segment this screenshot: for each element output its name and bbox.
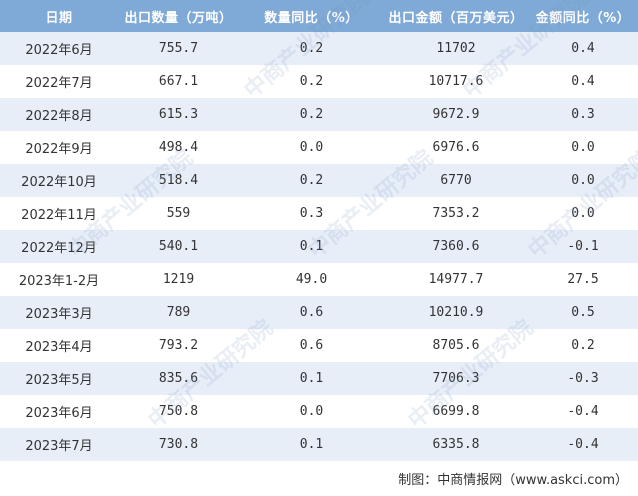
cell-date: 2022年12月 xyxy=(0,230,118,263)
cell-export-volume: 793.2 xyxy=(118,329,239,362)
cell-volume-yoy: 0.2 xyxy=(239,98,384,131)
cell-volume-yoy: 0.1 xyxy=(239,362,384,395)
cell-export-value: 9672.9 xyxy=(384,98,528,131)
cell-date: 2022年8月 xyxy=(0,98,118,131)
cell-export-value: 8705.6 xyxy=(384,329,528,362)
table-row: 2022年10月 518.4 0.2 6770 0.0 xyxy=(0,164,638,197)
cell-date: 2023年1-2月 xyxy=(0,263,118,296)
table-row: 2022年12月 540.1 0.1 7360.6 -0.1 xyxy=(0,230,638,263)
cell-export-volume: 518.4 xyxy=(118,164,239,197)
cell-export-volume: 615.3 xyxy=(118,98,239,131)
cell-export-volume: 667.1 xyxy=(118,65,239,98)
header-export-volume: 出口数量（万吨） xyxy=(118,0,239,32)
cell-export-value: 7706.3 xyxy=(384,362,528,395)
cell-export-volume: 540.1 xyxy=(118,230,239,263)
cell-value-yoy: 27.5 xyxy=(528,263,638,296)
table-row: 2022年8月 615.3 0.2 9672.9 0.3 xyxy=(0,98,638,131)
cell-value-yoy: -0.4 xyxy=(528,428,638,461)
cell-volume-yoy: 0.2 xyxy=(239,32,384,65)
cell-date: 2022年10月 xyxy=(0,164,118,197)
cell-date: 2022年11月 xyxy=(0,197,118,230)
table-row: 2023年7月 730.8 0.1 6335.8 -0.4 xyxy=(0,428,638,461)
header-value-yoy: 金额同比（%） xyxy=(528,0,638,32)
cell-date: 2023年6月 xyxy=(0,395,118,428)
cell-export-volume: 755.7 xyxy=(118,32,239,65)
cell-volume-yoy: 0.2 xyxy=(239,65,384,98)
cell-volume-yoy: 0.1 xyxy=(239,230,384,263)
cell-date: 2023年7月 xyxy=(0,428,118,461)
header-volume-yoy: 数量同比（%） xyxy=(239,0,384,32)
cell-value-yoy: 0.5 xyxy=(528,296,638,329)
table-row: 2023年3月 789 0.6 10210.9 0.5 xyxy=(0,296,638,329)
cell-export-volume: 789 xyxy=(118,296,239,329)
cell-date: 2023年3月 xyxy=(0,296,118,329)
cell-value-yoy: 0.0 xyxy=(528,164,638,197)
cell-volume-yoy: 0.6 xyxy=(239,296,384,329)
cell-value-yoy: -0.3 xyxy=(528,362,638,395)
cell-volume-yoy: 0.0 xyxy=(239,395,384,428)
table-row: 2023年1-2月 1219 49.0 14977.7 27.5 xyxy=(0,263,638,296)
cell-volume-yoy: 0.6 xyxy=(239,329,384,362)
header-date: 日期 xyxy=(0,0,118,32)
cell-export-value: 10210.9 xyxy=(384,296,528,329)
cell-export-value: 6976.6 xyxy=(384,131,528,164)
cell-date: 2023年5月 xyxy=(0,362,118,395)
cell-export-volume: 750.8 xyxy=(118,395,239,428)
cell-value-yoy: 0.0 xyxy=(528,131,638,164)
cell-volume-yoy: 0.3 xyxy=(239,197,384,230)
cell-export-value: 6699.8 xyxy=(384,395,528,428)
cell-export-volume: 835.6 xyxy=(118,362,239,395)
cell-export-value: 7360.6 xyxy=(384,230,528,263)
table-row: 2023年5月 835.6 0.1 7706.3 -0.3 xyxy=(0,362,638,395)
cell-value-yoy: 0.0 xyxy=(528,197,638,230)
cell-value-yoy: -0.1 xyxy=(528,230,638,263)
cell-volume-yoy: 0.1 xyxy=(239,428,384,461)
data-table-container: 日期 出口数量（万吨） 数量同比（%） 出口金额（百万美元） 金额同比（%） 2… xyxy=(0,0,638,461)
cell-volume-yoy: 0.2 xyxy=(239,164,384,197)
source-caption: 制图：中商情报网（www.askci.com） xyxy=(398,473,628,488)
cell-export-value: 10717.6 xyxy=(384,65,528,98)
cell-value-yoy: -0.4 xyxy=(528,395,638,428)
cell-export-volume: 1219 xyxy=(118,263,239,296)
cell-export-value: 6335.8 xyxy=(384,428,528,461)
cell-export-value: 6770 xyxy=(384,164,528,197)
cell-volume-yoy: 49.0 xyxy=(239,263,384,296)
export-data-table: 日期 出口数量（万吨） 数量同比（%） 出口金额（百万美元） 金额同比（%） 2… xyxy=(0,0,638,461)
cell-export-volume: 498.4 xyxy=(118,131,239,164)
cell-export-value: 7353.2 xyxy=(384,197,528,230)
table-row: 2022年11月 559 0.3 7353.2 0.0 xyxy=(0,197,638,230)
table-row: 2023年4月 793.2 0.6 8705.6 0.2 xyxy=(0,329,638,362)
cell-export-volume: 559 xyxy=(118,197,239,230)
cell-value-yoy: 0.3 xyxy=(528,98,638,131)
cell-date: 2022年9月 xyxy=(0,131,118,164)
cell-export-value: 11702 xyxy=(384,32,528,65)
cell-value-yoy: 0.2 xyxy=(528,329,638,362)
cell-volume-yoy: 0.0 xyxy=(239,131,384,164)
cell-value-yoy: 0.4 xyxy=(528,65,638,98)
cell-value-yoy: 0.4 xyxy=(528,32,638,65)
table-row: 2022年6月 755.7 0.2 11702 0.4 xyxy=(0,32,638,65)
header-export-value: 出口金额（百万美元） xyxy=(384,0,528,32)
cell-date: 2023年4月 xyxy=(0,329,118,362)
cell-date: 2022年7月 xyxy=(0,65,118,98)
cell-export-volume: 730.8 xyxy=(118,428,239,461)
cell-date: 2022年6月 xyxy=(0,32,118,65)
table-body: 2022年6月 755.7 0.2 11702 0.4 2022年7月 667.1 0.2 10… xyxy=(0,32,638,461)
table-row: 2022年9月 498.4 0.0 6976.6 0.0 xyxy=(0,131,638,164)
table-row: 2023年6月 750.8 0.0 6699.8 -0.4 xyxy=(0,395,638,428)
cell-export-value: 14977.7 xyxy=(384,263,528,296)
table-header-row: 日期 出口数量（万吨） 数量同比（%） 出口金额（百万美元） 金额同比（%） xyxy=(0,0,638,32)
table-row: 2022年7月 667.1 0.2 10717.6 0.4 xyxy=(0,65,638,98)
